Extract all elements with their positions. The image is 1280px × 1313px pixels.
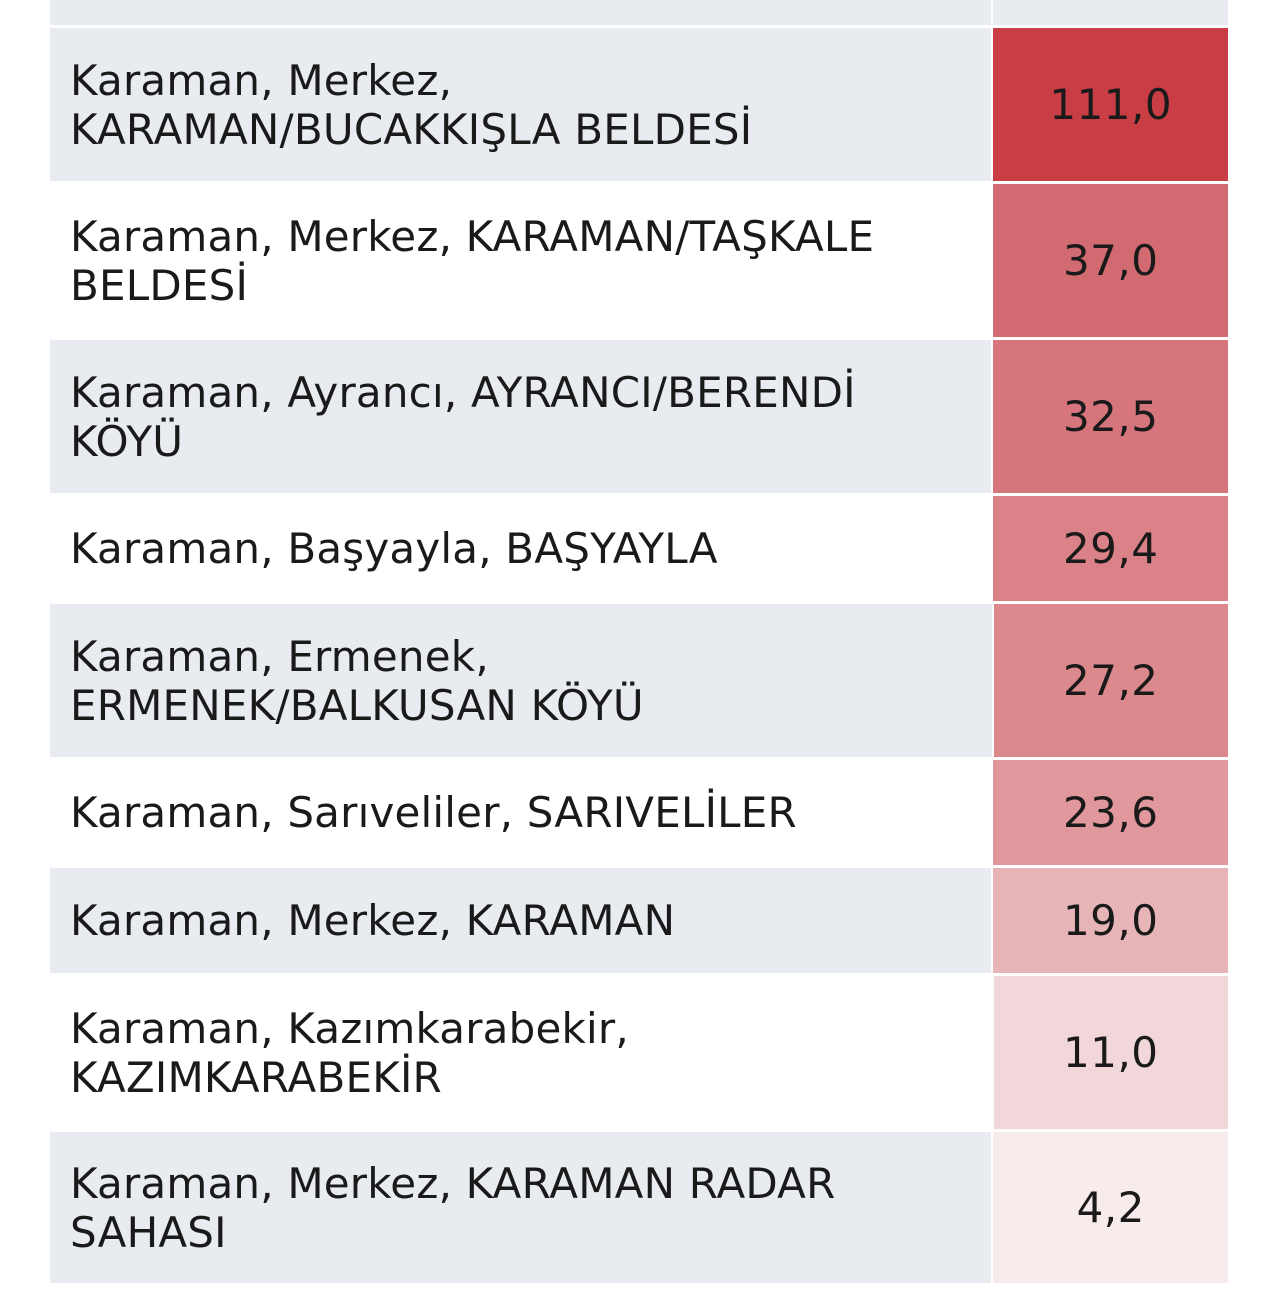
location-cell: Karaman, Ermenek, ERMENEK/BALKUSAN KÖYÜ: [50, 604, 992, 757]
location-cell: Karaman, Sarıveliler, SARIVELİLER: [50, 760, 992, 865]
value-cell: 23,6: [993, 760, 1228, 865]
table-row-partial: [50, 0, 1228, 28]
table-row: Karaman, Merkez, KARAMAN/TAŞKALE BELDESİ…: [50, 184, 1228, 340]
value-cell: 111,0: [993, 28, 1228, 181]
value-cell: 32,5: [993, 340, 1228, 493]
location-cell: Karaman, Ayrancı, AYRANCI/BERENDİ KÖYÜ: [50, 340, 992, 493]
value-cell: [993, 0, 1228, 25]
table-row: Karaman, Kazımkarabekir, KAZIMKARABEKİR …: [50, 976, 1228, 1132]
location-cell: Karaman, Merkez, KARAMAN/BUCAKKIŞLA BELD…: [50, 28, 992, 181]
table-row: Karaman, Başyayla, BAŞYAYLA 29,4: [50, 496, 1228, 604]
location-cell: Karaman, Merkez, KARAMAN/TAŞKALE BELDESİ: [50, 184, 992, 337]
location-cell: Karaman, Merkez, KARAMAN: [50, 868, 992, 973]
precipitation-table: Karaman, Merkez, KARAMAN/BUCAKKIŞLA BELD…: [50, 0, 1228, 1286]
table-row: Karaman, Ayrancı, AYRANCI/BERENDİ KÖYÜ 3…: [50, 340, 1228, 496]
value-cell: 27,2: [993, 604, 1228, 757]
value-cell: 4,2: [993, 1132, 1228, 1283]
value-cell: 11,0: [993, 976, 1228, 1129]
location-cell: [50, 0, 992, 25]
value-cell: 19,0: [993, 868, 1228, 973]
table-row: Karaman, Ermenek, ERMENEK/BALKUSAN KÖYÜ …: [50, 604, 1228, 760]
table-row: Karaman, Sarıveliler, SARIVELİLER 23,6: [50, 760, 1228, 868]
location-cell: Karaman, Başyayla, BAŞYAYLA: [50, 496, 992, 601]
value-cell: 29,4: [993, 496, 1228, 601]
table-row: Karaman, Merkez, KARAMAN/BUCAKKIŞLA BELD…: [50, 28, 1228, 184]
table-row: Karaman, Merkez, KARAMAN 19,0: [50, 868, 1228, 976]
location-cell: Karaman, Kazımkarabekir, KAZIMKARABEKİR: [50, 976, 992, 1129]
table-row: Karaman, Merkez, KARAMAN RADAR SAHASI 4,…: [50, 1132, 1228, 1286]
value-cell: 37,0: [993, 184, 1228, 337]
location-cell: Karaman, Merkez, KARAMAN RADAR SAHASI: [50, 1132, 992, 1283]
